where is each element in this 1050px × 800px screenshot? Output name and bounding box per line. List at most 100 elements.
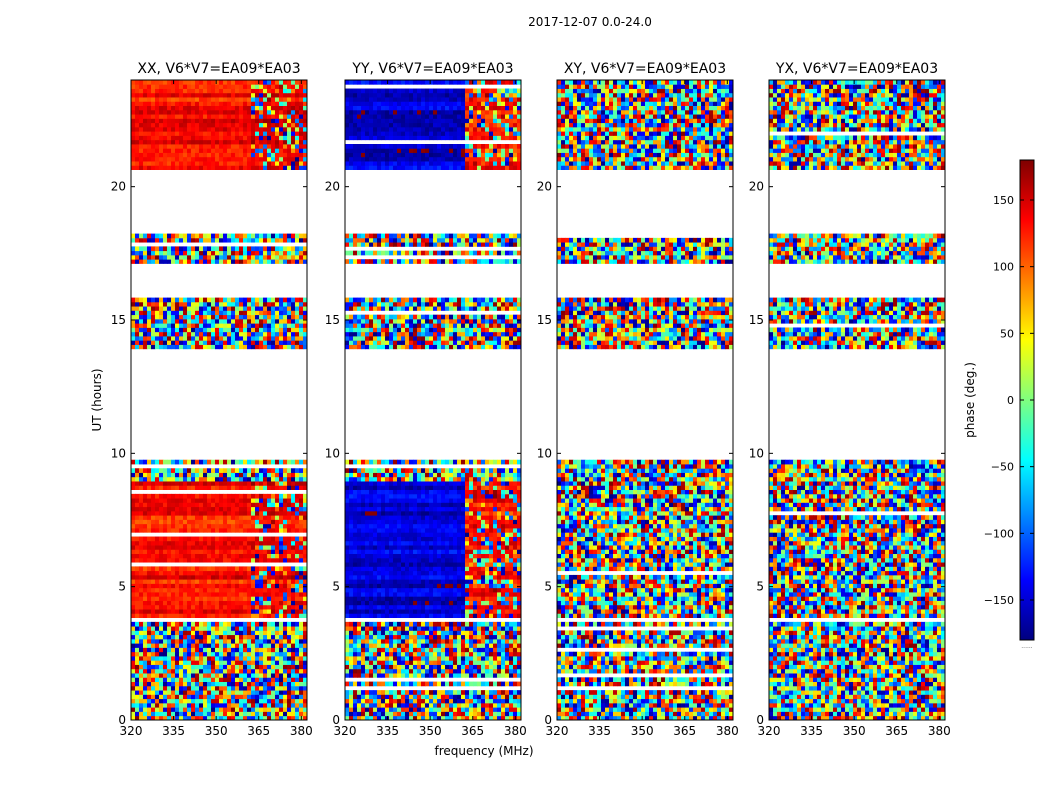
- heatmap-cell: [155, 583, 160, 589]
- heatmap-cell: [287, 600, 292, 606]
- heatmap-cell: [179, 549, 184, 554]
- heatmap-cell: [275, 587, 280, 593]
- heatmap-cell: [171, 101, 176, 106]
- heatmap-cell: [151, 528, 156, 533]
- heatmap-cell: [227, 528, 232, 533]
- heatmap-cell: [263, 498, 268, 503]
- heatmap-cell: [187, 331, 192, 337]
- heatmap-cell: [179, 519, 184, 525]
- heatmap-cell: [385, 702, 390, 708]
- heatmap-cell: [231, 97, 236, 102]
- heatmap-cell: [135, 681, 140, 687]
- heatmap-cell: [413, 664, 418, 670]
- heatmap-cell: [243, 498, 248, 503]
- heatmap-cell: [163, 698, 168, 704]
- heatmap-cell: [139, 126, 144, 132]
- heatmap-cell: [299, 668, 304, 674]
- heatmap-cell: [147, 694, 152, 700]
- heatmap-cell: [159, 557, 164, 563]
- heatmap-cell: [235, 536, 240, 542]
- heatmap-cell: [303, 698, 307, 704]
- heatmap-cell: [147, 97, 152, 102]
- heatmap-cell: [405, 643, 410, 648]
- heatmap-cell: [159, 152, 164, 158]
- heatmap-cell: [179, 314, 184, 320]
- heatmap-cell: [211, 523, 216, 529]
- heatmap-cell: [219, 126, 224, 132]
- heatmap-cell: [283, 574, 288, 580]
- heatmap-cell: [163, 685, 168, 691]
- heatmap-cell: [259, 698, 264, 704]
- heatmap-cell: [461, 694, 466, 700]
- heatmap-cell: [199, 105, 204, 111]
- heatmap-cell: [259, 92, 264, 98]
- heatmap-cell: [247, 109, 252, 115]
- heatmap-cell: [183, 549, 188, 554]
- heatmap-cell: [219, 156, 224, 162]
- heatmap-cell: [175, 156, 180, 162]
- heatmap-cell: [215, 165, 220, 170]
- heatmap-cell: [171, 638, 176, 644]
- heatmap-cell: [191, 165, 196, 170]
- heatmap-cell: [279, 638, 284, 644]
- heatmap-cell: [175, 660, 180, 665]
- heatmap-cell: [155, 557, 160, 563]
- heatmap-cell: [299, 259, 304, 264]
- heatmap-cell: [259, 711, 264, 717]
- heatmap-cell: [131, 694, 136, 700]
- heatmap-cell: [203, 643, 208, 648]
- heatmap-cell: [159, 621, 164, 627]
- heatmap-cell: [517, 647, 521, 653]
- heatmap-cell: [251, 493, 256, 499]
- heatmap-cell: [171, 583, 176, 589]
- heatmap-cell: [259, 327, 264, 333]
- heatmap-cell: [187, 579, 192, 584]
- heatmap-cell: [421, 647, 426, 653]
- heatmap-cell: [291, 643, 296, 648]
- heatmap-cell: [497, 698, 502, 704]
- heatmap-cell: [191, 545, 196, 550]
- heatmap-cell: [159, 604, 164, 610]
- heatmap-cell: [139, 92, 144, 98]
- heatmap-cell: [139, 651, 144, 657]
- heatmap-cell: [199, 144, 204, 149]
- heatmap-cell: [159, 306, 164, 311]
- heatmap-cell: [243, 246, 248, 252]
- heatmap-cell: [465, 711, 470, 717]
- heatmap-cell: [191, 707, 196, 712]
- heatmap-cell: [279, 336, 284, 341]
- heatmap-cell: [143, 481, 148, 486]
- heatmap-cell: [171, 92, 176, 98]
- heatmap-cell: [163, 643, 168, 648]
- heatmap-cell: [191, 702, 196, 708]
- heatmap-cell: [187, 92, 192, 98]
- heatmap-cell: [461, 673, 466, 678]
- heatmap-cell: [175, 344, 180, 350]
- heatmap-cell: [501, 656, 506, 661]
- heatmap-cell: [243, 139, 248, 145]
- heatmap-cell: [223, 647, 228, 653]
- heatmap-cell: [151, 92, 156, 98]
- heatmap-cell: [231, 528, 236, 533]
- heatmap-cell: [279, 139, 284, 145]
- heatmap-cell: [409, 638, 414, 644]
- heatmap-cell: [497, 638, 502, 644]
- heatmap-cell: [235, 297, 240, 303]
- heatmap-cell: [235, 144, 240, 149]
- heatmap-cell: [235, 604, 240, 610]
- heatmap-cell: [219, 84, 224, 89]
- heatmap-cell: [207, 340, 212, 345]
- heatmap-cell: [215, 528, 220, 533]
- heatmap-cell: [171, 165, 176, 170]
- heatmap-cell: [135, 545, 140, 550]
- heatmap-cell: [135, 651, 140, 657]
- heatmap-cell: [211, 122, 216, 128]
- heatmap-cell: [275, 233, 280, 239]
- heatmap-cell: [259, 587, 264, 593]
- heatmap-cell: [227, 122, 232, 128]
- heatmap-cell: [143, 711, 148, 717]
- heatmap-cell: [259, 643, 264, 648]
- heatmap-cell: [215, 681, 220, 687]
- heatmap-cell: [199, 92, 204, 98]
- heatmap-cell: [163, 553, 168, 559]
